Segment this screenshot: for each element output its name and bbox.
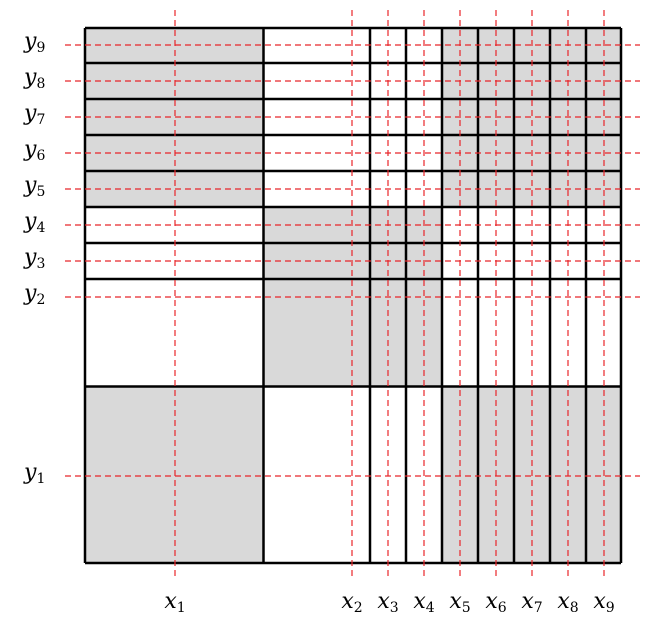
axis-label: x9: [593, 589, 614, 616]
axis-label: y5: [23, 173, 45, 200]
label-symbol: x: [485, 589, 498, 614]
gray-block: [85, 28, 264, 207]
label-subscript: 6: [36, 148, 45, 164]
label-subscript: 7: [534, 600, 543, 616]
axis-label: x7: [521, 589, 542, 616]
axis-label: y8: [23, 65, 45, 92]
label-symbol: x: [449, 589, 462, 614]
gray-block: [85, 386, 264, 563]
label-subscript: 8: [36, 76, 45, 92]
gray-block: [263, 207, 442, 387]
axis-label: x6: [485, 589, 506, 616]
label-symbol: x: [521, 589, 534, 614]
axis-label: y1: [23, 460, 45, 487]
label-subscript: 4: [36, 220, 45, 236]
label-subscript: 2: [354, 600, 363, 616]
label-symbol: x: [557, 589, 570, 614]
label-symbol: y: [23, 173, 37, 198]
label-subscript: 9: [606, 600, 615, 616]
axis-label: x5: [449, 589, 470, 616]
label-symbol: y: [23, 101, 37, 126]
label-subscript: 1: [177, 600, 186, 616]
label-subscript: 2: [36, 292, 45, 308]
label-symbol: y: [23, 460, 37, 485]
label-symbol: x: [341, 589, 354, 614]
axis-label: y7: [23, 101, 45, 128]
axis-label: y4: [23, 209, 45, 236]
label-symbol: x: [413, 589, 426, 614]
axis-label: x2: [341, 589, 362, 616]
label-symbol: y: [23, 281, 37, 306]
label-subscript: 5: [462, 600, 471, 616]
label-subscript: 4: [426, 600, 435, 616]
label-subscript: 5: [36, 184, 45, 200]
label-symbol: x: [377, 589, 390, 614]
label-symbol: y: [23, 245, 37, 270]
label-subscript: 8: [570, 600, 579, 616]
label-symbol: x: [593, 589, 606, 614]
gray-block: [442, 28, 621, 207]
label-subscript: 1: [36, 471, 45, 487]
label-symbol: x: [164, 589, 177, 614]
axis-label: x4: [413, 589, 434, 616]
label-symbol: y: [23, 65, 37, 90]
axis-label: x8: [557, 589, 578, 616]
shading: [85, 28, 621, 563]
axis-label: y3: [23, 245, 45, 272]
label-symbol: y: [23, 209, 37, 234]
axis-label: x1: [164, 589, 185, 616]
axis-label: y9: [23, 29, 45, 56]
label-symbol: y: [23, 29, 37, 54]
axis-label: y2: [23, 281, 45, 308]
axis-label: y6: [23, 137, 45, 164]
label-subscript: 3: [36, 256, 45, 272]
axis-label: x3: [377, 589, 398, 616]
label-subscript: 9: [36, 40, 45, 56]
label-subscript: 6: [498, 600, 507, 616]
dashed-lines: [65, 10, 640, 580]
label-subscript: 3: [390, 600, 399, 616]
label-subscript: 7: [36, 112, 45, 128]
label-symbol: y: [23, 137, 37, 162]
